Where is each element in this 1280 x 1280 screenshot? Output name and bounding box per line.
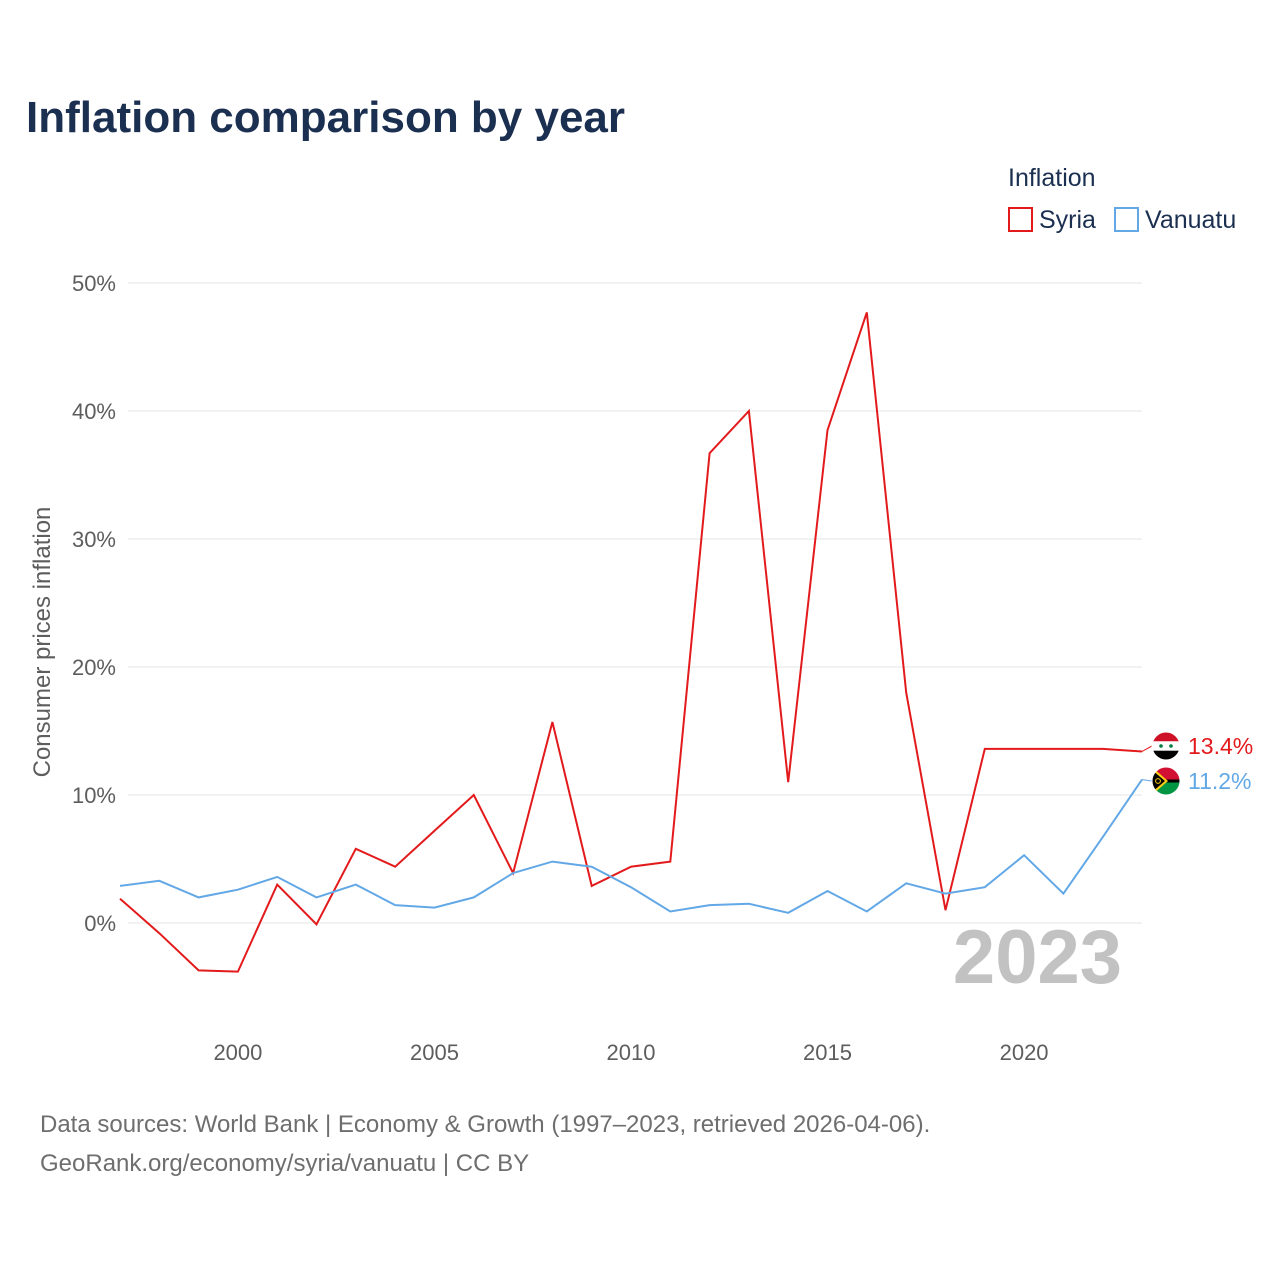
legend-swatch-syria — [1008, 207, 1033, 232]
footer-source: Data sources: World Bank | Economy & Gro… — [40, 1111, 930, 1138]
x-tick-label: 2015 — [803, 1040, 852, 1065]
series-line-vanuatu[interactable] — [119, 779, 1143, 914]
y-tick-label: 20% — [72, 655, 116, 680]
series — [119, 312, 1153, 973]
y-tick-label: 40% — [72, 399, 116, 424]
legend-label-syria[interactable]: Syria — [1039, 206, 1096, 234]
y-tick-label: 10% — [72, 783, 116, 808]
y-tick-label: 0% — [84, 911, 116, 936]
legend-title: Inflation — [1008, 164, 1096, 192]
series-line-syria[interactable] — [119, 312, 1143, 973]
y-tick-label: 30% — [72, 527, 116, 552]
vanuatu-end-value: 11.2% — [1188, 768, 1252, 794]
x-tick-label: 2005 — [410, 1040, 459, 1065]
end-connector-vanuatu — [1141, 779, 1153, 782]
x-tick-label: 2020 — [1000, 1040, 1049, 1065]
y-axis: 0% 10% 20% 30% 40% 50% — [72, 271, 116, 936]
vanuatu-flag-icon — [1151, 766, 1181, 796]
legend: Inflation Syria Vanuatu — [1008, 164, 1236, 234]
y-axis-label: Consumer prices inflation — [29, 507, 56, 778]
x-axis: 2000 2005 2010 2015 2020 — [213, 1040, 1048, 1065]
x-tick-label: 2010 — [607, 1040, 656, 1065]
footer-link[interactable]: GeoRank.org/economy/syria/vanuatu | CC B… — [40, 1150, 529, 1177]
legend-swatch-vanuatu — [1114, 207, 1139, 232]
syria-end-value: 13.4% — [1188, 733, 1253, 759]
end-connector-syria — [1141, 745, 1153, 752]
legend-label-vanuatu[interactable]: Vanuatu — [1145, 206, 1236, 234]
current-year-watermark: 2023 — [953, 915, 1122, 1000]
x-tick-label: 2000 — [213, 1040, 262, 1065]
grid — [128, 282, 1142, 924]
chart-title: Inflation comparison by year — [26, 93, 625, 142]
y-tick-label: 50% — [72, 271, 116, 296]
syria-flag-icon — [1151, 731, 1181, 761]
